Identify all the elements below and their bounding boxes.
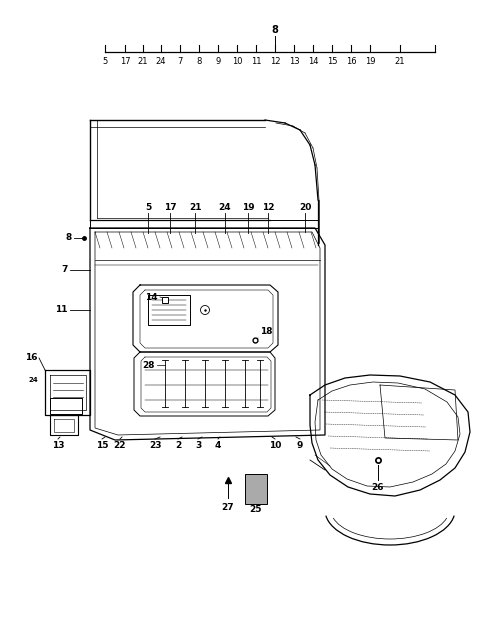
Text: 14: 14 (145, 293, 158, 301)
Text: 14: 14 (308, 57, 318, 66)
Text: 19: 19 (365, 57, 375, 66)
Text: 2: 2 (175, 441, 181, 449)
Text: 16: 16 (25, 354, 38, 363)
Text: 24: 24 (219, 203, 231, 213)
Text: 18: 18 (260, 328, 273, 336)
Text: 8: 8 (272, 25, 278, 35)
Text: 24: 24 (156, 57, 166, 66)
Text: 3: 3 (195, 441, 201, 449)
Text: 17: 17 (120, 57, 130, 66)
Text: 21: 21 (138, 57, 148, 66)
Text: 5: 5 (145, 203, 151, 213)
Text: 13: 13 (52, 441, 64, 449)
Text: 17: 17 (164, 203, 176, 213)
Text: 15: 15 (96, 441, 108, 449)
Text: 21: 21 (395, 57, 405, 66)
Text: 10: 10 (269, 441, 281, 449)
Bar (245, 474, 267, 504)
Text: 28: 28 (143, 361, 155, 369)
Text: 25: 25 (250, 505, 262, 515)
Text: 7: 7 (177, 57, 183, 66)
Text: 8: 8 (66, 233, 72, 243)
Text: 11: 11 (251, 57, 261, 66)
Text: 7: 7 (61, 265, 68, 275)
Text: 20: 20 (299, 203, 311, 213)
Text: 9: 9 (297, 441, 303, 449)
Text: 9: 9 (216, 57, 221, 66)
Text: 27: 27 (222, 504, 234, 512)
Text: 4: 4 (215, 441, 221, 449)
Text: 10: 10 (232, 57, 242, 66)
Text: 13: 13 (288, 57, 300, 66)
Text: 26: 26 (372, 484, 384, 492)
Text: 24: 24 (28, 377, 38, 383)
Text: 16: 16 (346, 57, 356, 66)
Text: 15: 15 (327, 57, 337, 66)
Text: 19: 19 (242, 203, 254, 213)
Text: 8: 8 (196, 57, 202, 66)
Text: 12: 12 (262, 203, 274, 213)
Text: 21: 21 (189, 203, 201, 213)
Text: 5: 5 (102, 57, 108, 66)
Text: 22: 22 (114, 441, 126, 449)
Text: 11: 11 (56, 306, 68, 314)
Text: 12: 12 (270, 57, 280, 66)
Text: 23: 23 (149, 441, 161, 449)
